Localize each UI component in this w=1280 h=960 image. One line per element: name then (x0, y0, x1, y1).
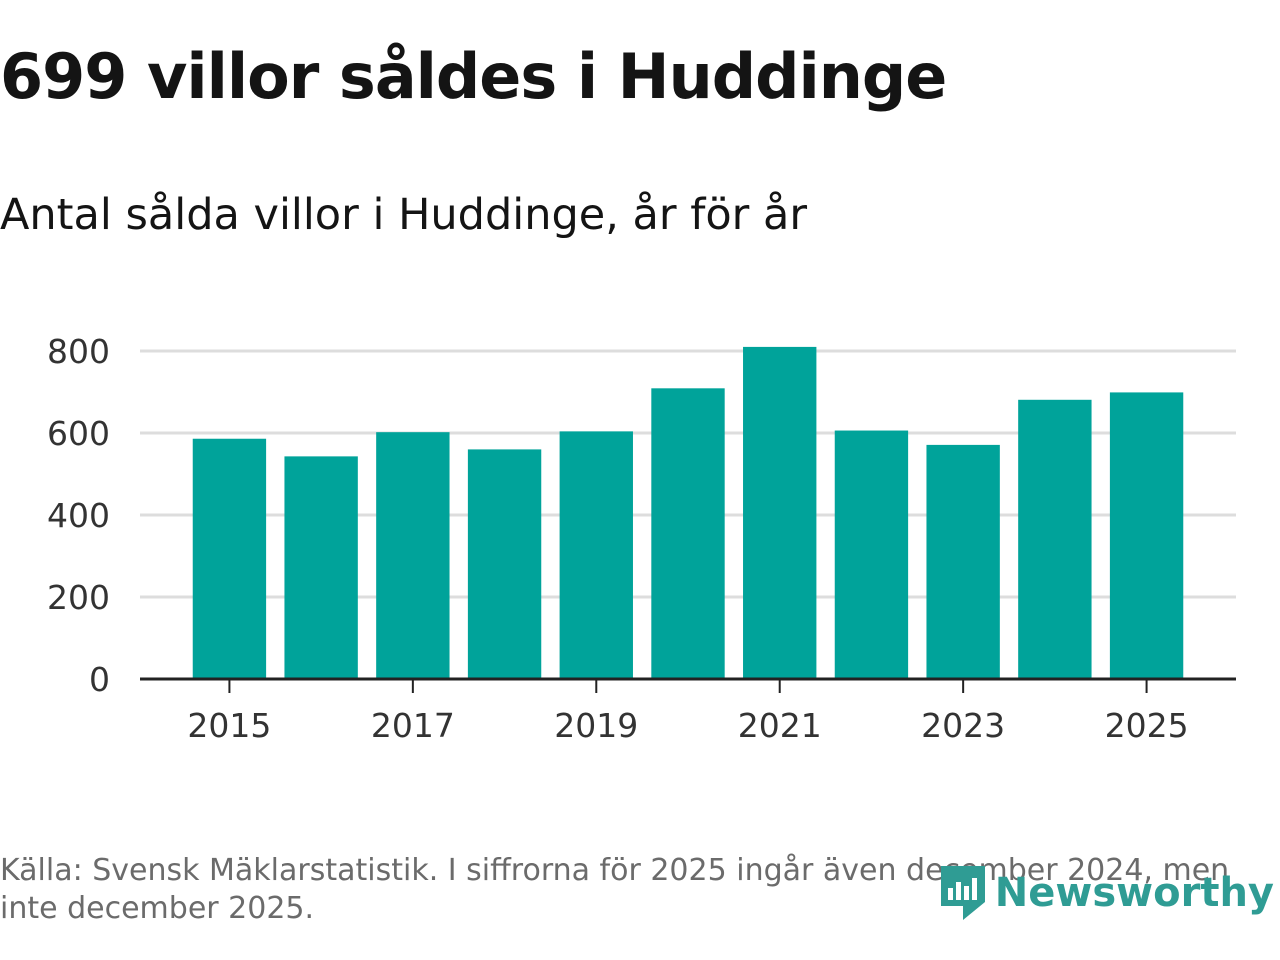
y-tick-label: 600 (47, 414, 110, 453)
bar-2023 (926, 444, 1000, 679)
newsworthy-logo-text: Newsworthy (994, 870, 1274, 916)
newsworthy-logo-icon (940, 866, 985, 920)
newsworthy-logo: Newsworthy (937, 862, 1274, 924)
x-tick-label: 2025 (1105, 706, 1189, 745)
y-tick-label: 400 (47, 496, 110, 535)
bar-2018 (467, 449, 542, 679)
y-tick-label: 0 (89, 660, 110, 699)
x-tick-label: 2023 (921, 706, 1005, 745)
bar-chart: 0 200 400 600 800 2015 2017 2019 2021 2023 2025 (47, 332, 1236, 745)
x-axis-ticks: 2015 2017 2019 2021 2023 2025 (187, 679, 1189, 745)
bar-2017 (376, 432, 450, 679)
chart-title: 699 villor såldes i Huddinge (0, 40, 947, 113)
bar-2025 (1109, 392, 1184, 679)
chart-subtitle: Antal sålda villor i Huddinge, år för år (0, 190, 808, 240)
bar-2022 (834, 430, 909, 679)
x-tick-label: 2019 (554, 706, 638, 745)
bars (192, 346, 1184, 679)
x-tick-label: 2015 (187, 706, 271, 745)
y-tick-label: 200 (47, 578, 110, 617)
bar-2021 (743, 346, 817, 679)
bar-2019 (559, 431, 633, 679)
x-tick-label: 2017 (371, 706, 455, 745)
y-tick-label: 800 (47, 332, 110, 371)
x-tick-label: 2021 (738, 706, 822, 745)
bar-2020 (651, 388, 725, 679)
bar-2015 (192, 438, 267, 679)
bar-2024 (1018, 399, 1092, 679)
bar-2016 (284, 456, 358, 679)
y-axis-tick-labels: 0 200 400 600 800 (47, 332, 110, 699)
source-note: Källa: Svensk Mäklarstatistik. I siffror… (0, 853, 1230, 926)
